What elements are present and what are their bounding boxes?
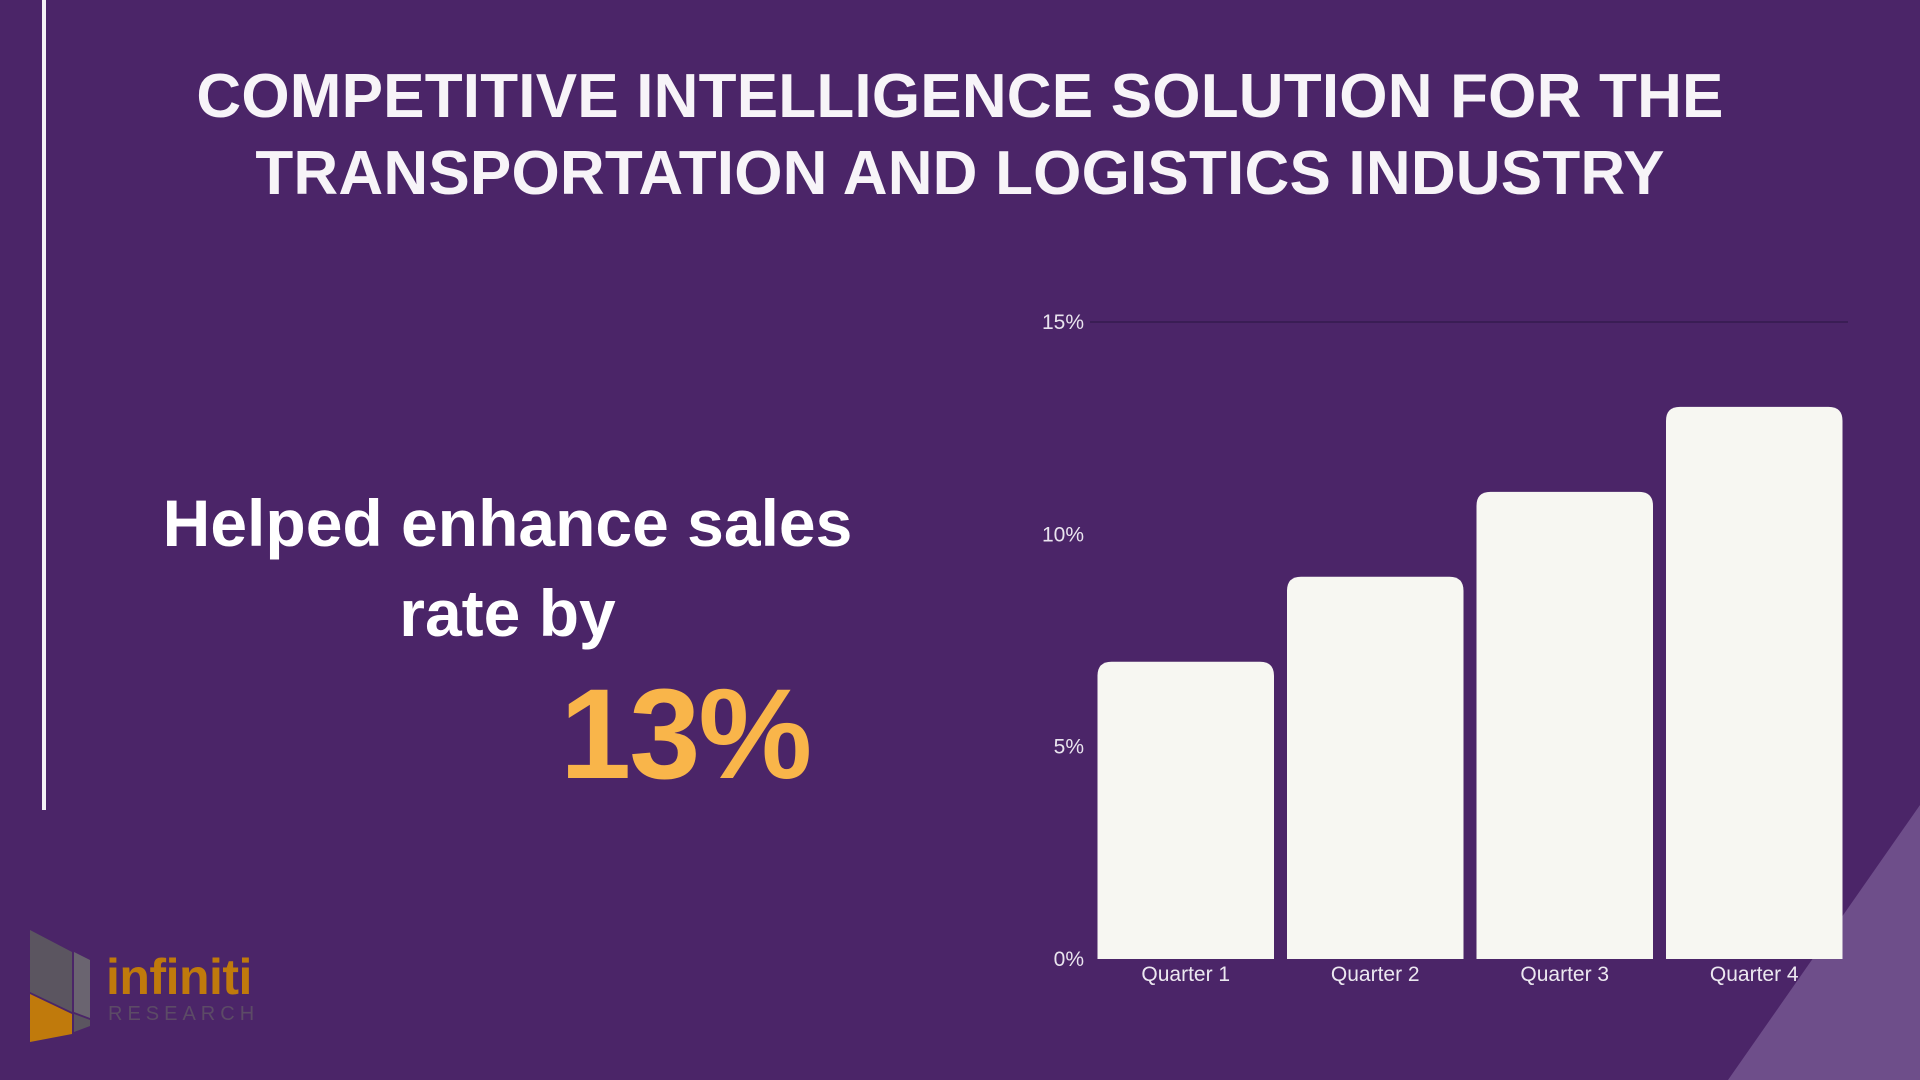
y-tick-label: 0% xyxy=(1054,948,1084,971)
bar-4 xyxy=(1666,406,1843,959)
title-line-2: TRANSPORTATION AND LOGISTICS INDUSTRY xyxy=(255,139,1665,208)
bar-chart: 0% 5% 10% 15% Quarter 1 Quarter 2 Quarter 3 Qua… xyxy=(1042,311,1848,986)
left-vertical-divider xyxy=(42,0,46,810)
bar-3 xyxy=(1476,491,1653,959)
logo-wordmark: infiniti xyxy=(106,949,252,1005)
x-tick-label: Quarter 1 xyxy=(1141,963,1230,986)
logo-mark-icon xyxy=(30,930,90,1042)
y-tick-label: 10% xyxy=(1042,523,1084,546)
headline: Helped enhance sales rate by xyxy=(100,478,915,658)
title-line-1: COMPETITIVE INTELLIGENCE SOLUTION FOR TH… xyxy=(196,62,1724,131)
slide-title: COMPETITIVE INTELLIGENCE SOLUTION FOR TH… xyxy=(120,58,1800,212)
logo-subtitle: RESEARCH xyxy=(108,1003,260,1025)
bar-2 xyxy=(1287,576,1464,959)
x-tick-label: Quarter 4 xyxy=(1710,963,1799,986)
x-tick-label: Quarter 3 xyxy=(1520,963,1609,986)
stat-value: 13% xyxy=(560,663,812,806)
y-tick-label: 5% xyxy=(1054,736,1084,759)
bar-1 xyxy=(1097,661,1274,959)
x-tick-label: Quarter 2 xyxy=(1331,963,1420,986)
y-tick-label: 15% xyxy=(1042,311,1084,334)
headline-line-2: rate by xyxy=(399,576,616,650)
headline-line-1: Helped enhance sales xyxy=(162,486,853,560)
